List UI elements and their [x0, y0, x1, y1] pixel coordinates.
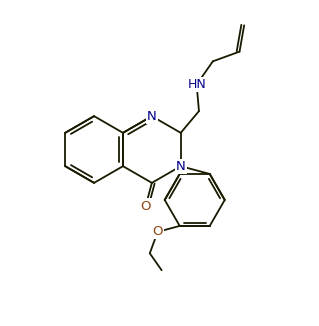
Text: HN: HN	[187, 78, 206, 91]
Text: N: N	[147, 110, 157, 123]
Text: N: N	[176, 160, 186, 173]
Text: O: O	[152, 225, 163, 238]
Text: O: O	[140, 200, 151, 213]
